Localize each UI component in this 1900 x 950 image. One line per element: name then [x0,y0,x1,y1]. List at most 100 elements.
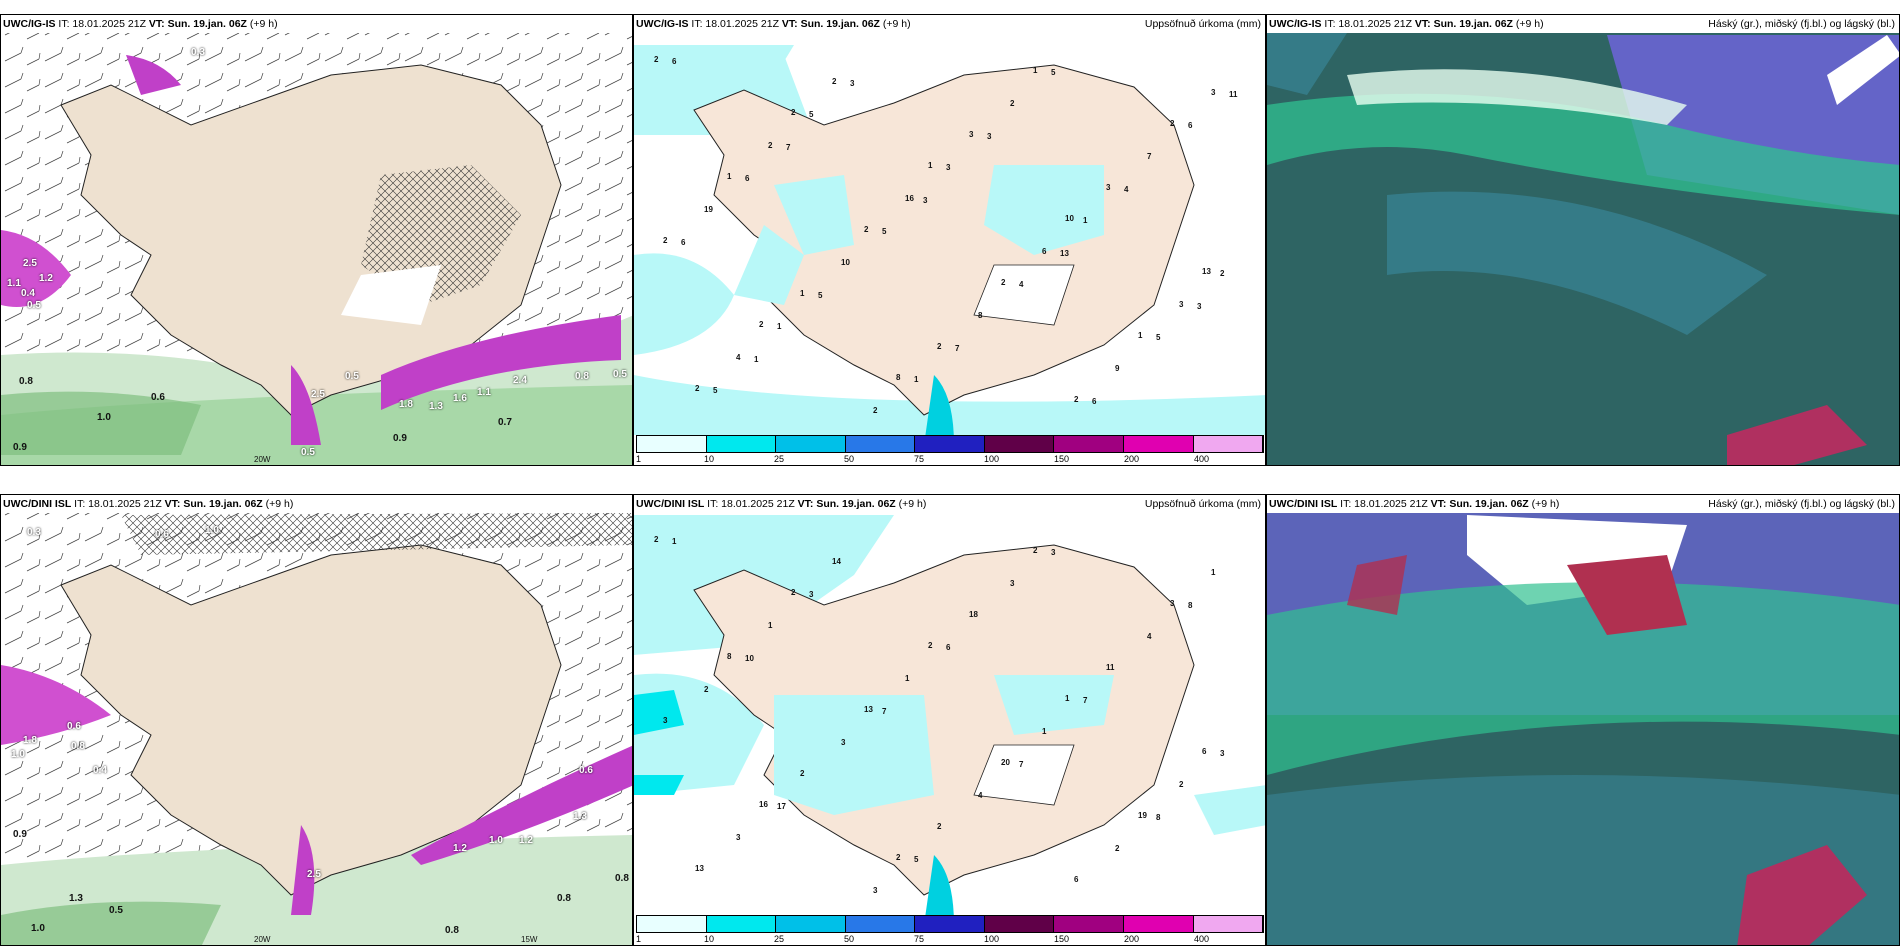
wind-map [1,513,632,945]
value-label: 1.0 [11,749,25,760]
value-label: 0.4 [93,765,107,776]
precip-value: 13 [1060,249,1069,258]
precip-value: 6 [1042,247,1047,256]
value-label: 0.5 [345,371,359,382]
precip-value: 1 [800,289,805,298]
value-label: 1.2 [39,273,53,284]
value-label: 2.5 [307,869,321,880]
value-label: 1.0 [97,412,111,423]
precip-value: 5 [1156,333,1161,342]
precip-value: 5 [1051,68,1056,77]
value-label: 0.7 [498,417,512,428]
value-label: 1.0 [489,835,503,846]
precip-value: 3 [1051,548,1056,557]
precip-value: 4 [1019,280,1024,289]
precip-value: 2 [663,236,668,245]
precip-value: 7 [1019,760,1024,769]
value-label: 0.3 [191,47,205,58]
panel-title: UWC/IG-IS IT: 18.01.2025 21Z VT: Sun. 19… [1269,18,1544,30]
precip-map [634,45,1265,445]
value-label: 0.9 [393,433,407,444]
value-label: 0.6 [155,529,169,540]
value-label: 0.8 [445,925,459,936]
value-label: 1.8 [399,399,413,410]
value-label: 0.8 [575,371,589,382]
value-label: 1.3 [429,401,443,412]
precip-value: 8 [896,373,901,382]
precip-value: 4 [736,353,741,362]
precip-value: 11 [1229,90,1238,99]
value-label: 0.8 [19,376,33,387]
precip-value: 7 [1147,152,1152,161]
precip-value: 1 [905,674,910,683]
lon-label: 20W [254,455,271,464]
panel-subtitle: Uppsöfnuð úrkoma (mm) [1144,498,1261,510]
precip-value: 17 [777,802,786,811]
colorbar [636,435,1264,453]
cloud-map [1267,33,1899,465]
panel-igis-wind: UWC/IG-IS IT: 18.01.2025 21Z VT: Sun. 19… [0,14,633,466]
panel-title: UWC/DINI ISL IT: 18.01.2025 21Z VT: Sun.… [636,498,927,510]
precip-value: 2 [1115,844,1120,853]
precip-value: 16 [905,194,914,203]
precip-value: 3 [923,196,928,205]
precip-value: 2 [1010,99,1015,108]
precip-value: 4 [1147,632,1152,641]
precip-value: 6 [946,643,951,652]
panel-subtitle: Uppsöfnuð úrkoma (mm) [1144,18,1261,30]
precip-value: 2 [864,225,869,234]
precip-value: 10 [745,654,754,663]
precip-value: 1 [768,621,773,630]
precip-value: 7 [882,707,887,716]
precip-value: 1 [1083,216,1088,225]
precip-value: 9 [1115,364,1120,373]
value-label: 1.1 [7,278,21,289]
value-label: 0.8 [71,741,85,752]
precip-value: 5 [713,386,718,395]
precip-value: 3 [946,163,951,172]
precip-value: 2 [791,588,796,597]
precip-value: 3 [1170,599,1175,608]
value-label: 1.2 [453,843,467,854]
precip-value: 3 [1010,579,1015,588]
precip-value: 10 [841,258,850,267]
value-label: 0.5 [301,447,315,458]
precip-value: 5 [818,291,823,300]
precip-value: 3 [987,132,992,141]
panel-title: UWC/IG-IS IT: 18.01.2025 21Z VT: Sun. 19… [3,18,278,30]
precip-value: 1 [1211,568,1216,577]
colorbar-ticks: 1 10 25 50 75 100 150 200 400 [636,454,1210,464]
precip-value: 6 [681,238,686,247]
precip-value: 2 [1001,278,1006,287]
precip-value: 2 [1170,119,1175,128]
value-label: 1.3 [573,811,587,822]
value-label: 2.5 [311,389,325,400]
precip-value: 6 [1202,747,1207,756]
precip-value: 2 [832,77,837,86]
precip-value: 7 [1083,696,1088,705]
value-label: 0.6 [151,392,165,403]
wind-map [1,33,632,465]
precip-value: 1 [914,375,919,384]
precip-value: 14 [832,557,841,566]
value-label: 0.9 [13,829,27,840]
precip-value: 3 [809,590,814,599]
precip-value: 2 [791,108,796,117]
precip-value: 1 [1138,331,1143,340]
precip-value: 1 [777,322,782,331]
precip-value: 3 [736,833,741,842]
precip-value: 13 [695,864,704,873]
panel-title: UWC/DINI ISL IT: 18.01.2025 21Z VT: Sun.… [3,498,294,510]
precip-value: 3 [1179,300,1184,309]
precip-value: 1 [1033,66,1038,75]
panel-title: UWC/IG-IS IT: 18.01.2025 21Z VT: Sun. 19… [636,18,911,30]
precip-value: 13 [1202,267,1211,276]
value-label: 1.1 [477,387,491,398]
panel-dini-precip: UWC/DINI ISL IT: 18.01.2025 21Z VT: Sun.… [633,494,1266,946]
precip-value: 11 [1106,663,1115,672]
precip-value: 3 [663,716,668,725]
value-label: 1.2 [519,835,533,846]
precip-value: 3 [873,886,878,895]
precip-value: 6 [1092,397,1097,406]
colorbar [636,915,1264,933]
